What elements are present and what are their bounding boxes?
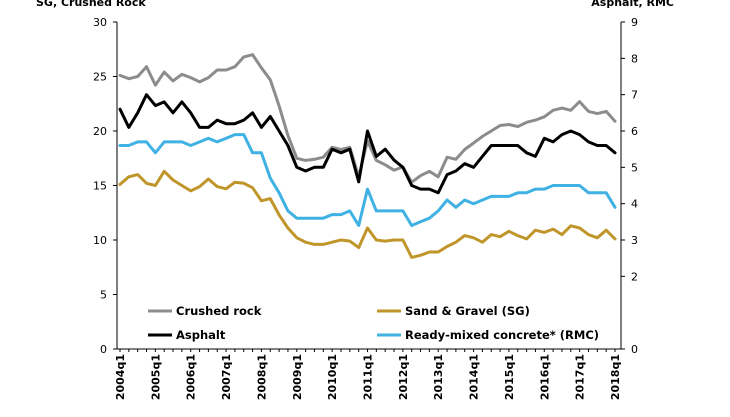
x-tick-label: 2009q1	[291, 354, 304, 400]
x-tick-label: 2005q1	[149, 354, 162, 400]
left-tick-label: 5	[100, 289, 107, 302]
x-tick-label: 2018q1	[609, 354, 622, 400]
legend-label-rmc: Ready-mixed concrete* (RMC)	[405, 328, 599, 342]
series-line-sand-gravel-sg	[118, 169, 617, 259]
x-tick-label: 2008q1	[255, 354, 268, 400]
x-tick-label: 2006q1	[185, 354, 198, 400]
legend-item-asphalt: Asphalt	[148, 328, 226, 342]
left-tick-label: 20	[93, 125, 107, 138]
x-tick-label: 2017q1	[574, 354, 587, 400]
left-tick-label: 25	[93, 71, 107, 84]
series-line-asphalt	[118, 93, 617, 195]
left-tick-labels: 0 5 10 15 20 25 30	[93, 16, 117, 356]
right-tick-label: 4	[631, 198, 638, 211]
legend: Crushed rock Sand & Gravel (SG) Asphalt …	[148, 304, 599, 342]
x-tick-label: 2010q1	[326, 354, 339, 400]
series-line-crushed-rock	[118, 53, 617, 184]
left-tick-label: 0	[100, 343, 107, 356]
right-tick-labels: 0 2 3 4 5 6 7 8 9	[621, 16, 638, 356]
legend-label-sand-gravel: Sand & Gravel (SG)	[405, 304, 530, 318]
series-line-ready-mixed-concrete-rmc	[118, 133, 617, 227]
right-tick-label: 8	[631, 52, 638, 65]
right-tick-label: 9	[631, 16, 638, 29]
x-tick-label: 2012q1	[397, 354, 410, 400]
x-tick-label: 2004q1	[114, 354, 127, 400]
x-tick-label: 2015q1	[503, 354, 516, 400]
left-tick-label: 10	[93, 234, 107, 247]
x-tick-label: 2007q1	[220, 354, 233, 400]
right-tick-label: 5	[631, 161, 638, 174]
right-tick-label: 6	[631, 125, 638, 138]
legend-item-crushed-rock: Crushed rock	[148, 304, 262, 318]
x-tick-label: 2011q1	[362, 354, 375, 400]
right-tick-label: 0	[631, 343, 638, 356]
right-tick-label: 2	[631, 270, 638, 283]
left-tick-label: 15	[93, 180, 107, 193]
left-axis-title: SG, Crushed Rock	[36, 0, 146, 9]
legend-label-crushed-rock: Crushed rock	[176, 304, 262, 318]
right-tick-label: 3	[631, 234, 638, 247]
legend-item-sand-gravel: Sand & Gravel (SG)	[377, 304, 530, 318]
legend-item-rmc: Ready-mixed concrete* (RMC)	[377, 328, 599, 342]
right-tick-label: 7	[631, 89, 638, 102]
series-layer	[118, 53, 617, 259]
x-tick-label: 2014q1	[468, 354, 481, 400]
x-tick-label: 2016q1	[538, 354, 551, 400]
left-tick-label: 30	[93, 16, 107, 29]
legend-label-asphalt: Asphalt	[176, 328, 226, 342]
right-axis-title: Asphalt, RMC	[591, 0, 674, 9]
x-tick-labels: 2004q1 2005q1 2006q1 2007q1 2008q1 2009q1 2010…	[114, 349, 622, 400]
x-tick-label: 2013q1	[432, 354, 445, 400]
